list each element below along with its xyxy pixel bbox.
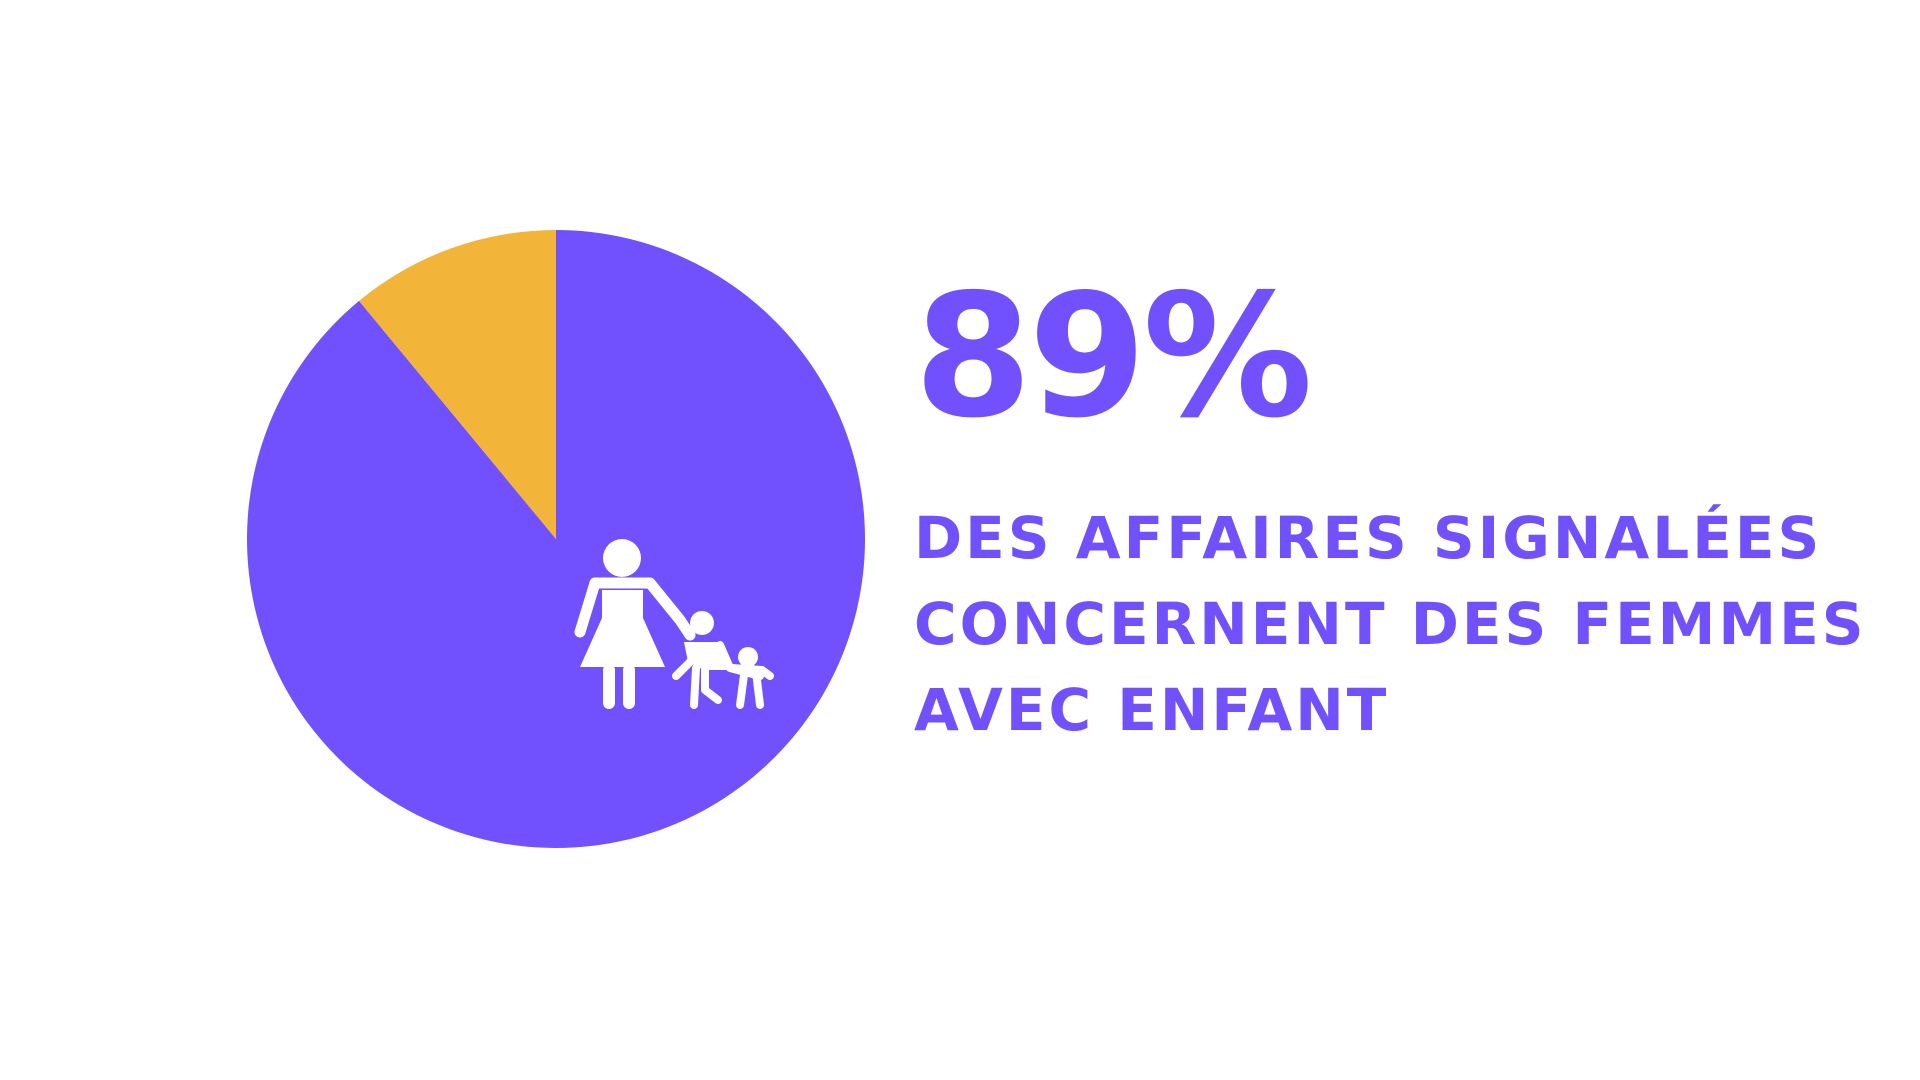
headline-percentage: 89% [914,258,1313,456]
caption-line: DES AFFAIRES SIGNALÉES [914,504,1823,572]
caption: DES AFFAIRES SIGNALÉES CONCERNENT DES FE… [914,495,1914,753]
caption-line: AVEC ENFANT [914,676,1390,744]
woman-with-children-icon [574,539,774,709]
caption-line: CONCERNENT DES FEMMES [914,590,1867,658]
pie-slice [359,230,556,539]
